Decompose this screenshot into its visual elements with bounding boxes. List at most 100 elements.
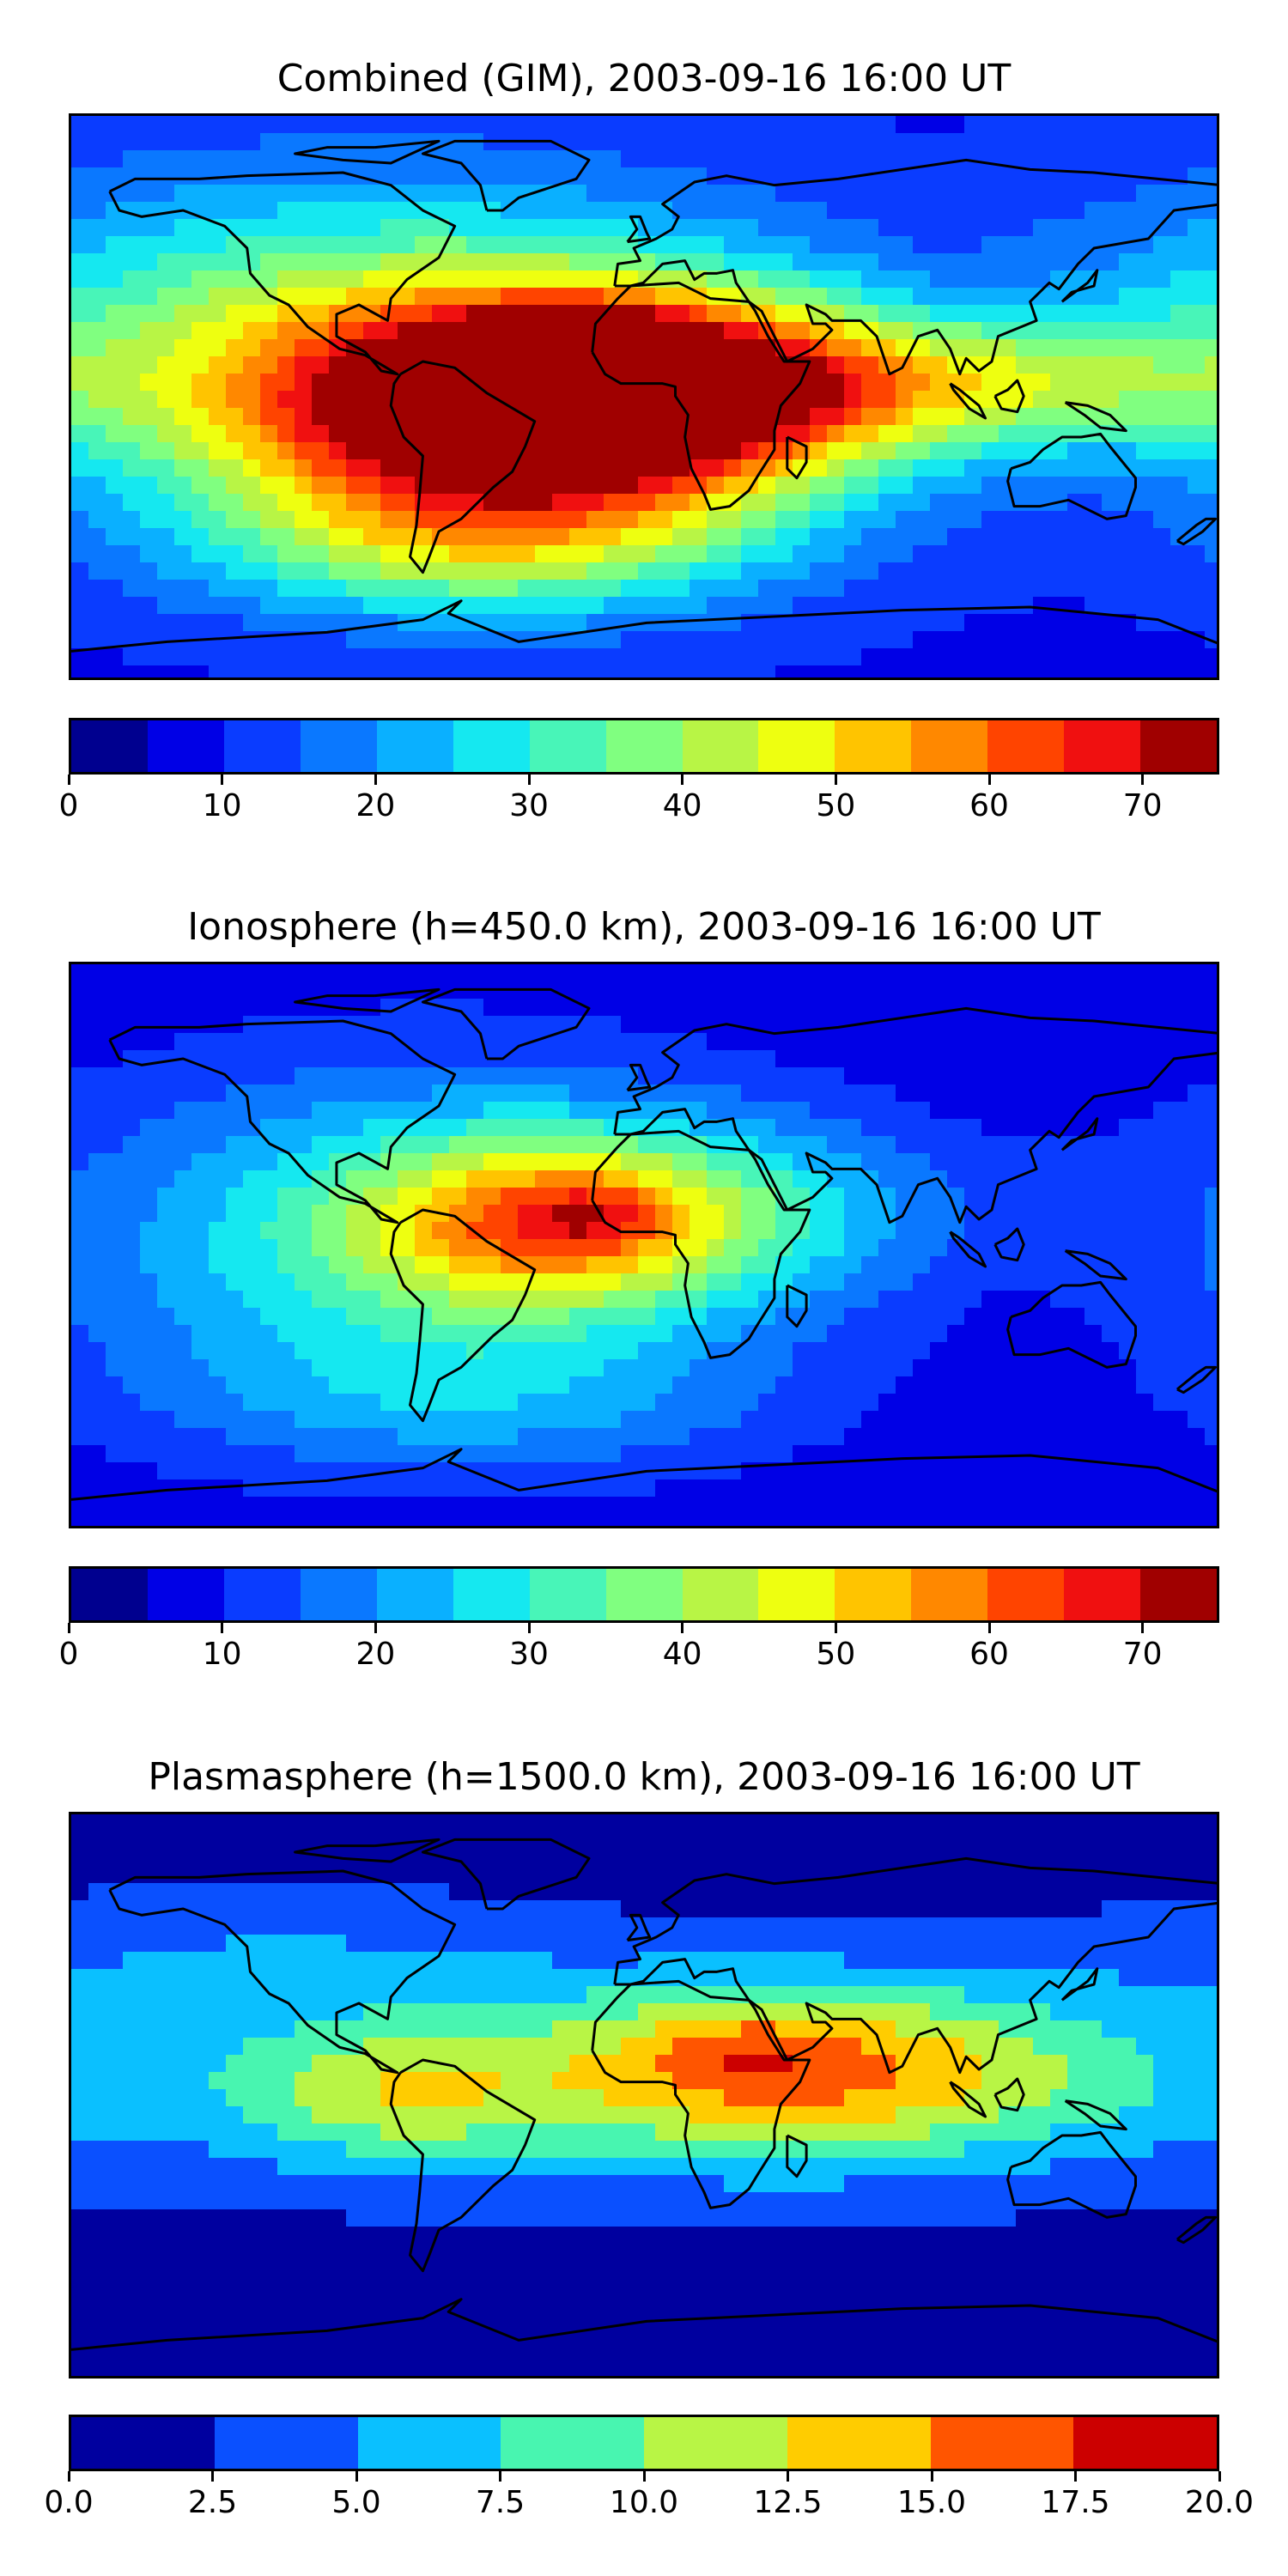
heatmap-cell bbox=[380, 1849, 398, 1867]
heatmap-cell bbox=[621, 1016, 639, 1034]
heatmap-cell bbox=[209, 511, 227, 529]
heatmap-cell bbox=[483, 1342, 501, 1360]
heatmap-cell bbox=[775, 1359, 793, 1377]
heatmap-cell bbox=[810, 648, 828, 666]
heatmap-cell bbox=[243, 116, 261, 134]
heatmap-cell bbox=[896, 648, 914, 666]
heatmap-cell bbox=[140, 597, 158, 615]
heatmap-cell bbox=[810, 528, 828, 546]
heatmap-cell bbox=[295, 1308, 313, 1326]
heatmap-cell bbox=[243, 1170, 261, 1188]
heatmap-cell bbox=[71, 964, 89, 982]
heatmap-cell bbox=[312, 1445, 330, 1463]
heatmap-cell bbox=[1136, 1050, 1154, 1068]
heatmap-cell bbox=[191, 167, 210, 185]
heatmap-cell bbox=[913, 270, 931, 289]
heatmap-cell bbox=[174, 1188, 192, 1206]
heatmap-cell bbox=[1067, 1411, 1085, 1429]
heatmap-cell bbox=[1205, 1883, 1217, 1901]
heatmap-cell bbox=[604, 1883, 622, 1901]
heatmap-cell bbox=[123, 150, 141, 168]
heatmap-cell bbox=[1033, 1479, 1051, 1498]
heatmap-cell bbox=[981, 288, 999, 306]
heatmap-cell bbox=[226, 1342, 244, 1360]
heatmap-cell bbox=[552, 1291, 570, 1309]
heatmap-cell bbox=[415, 425, 433, 443]
heatmap-cell bbox=[380, 1866, 398, 1884]
heatmap-cell bbox=[913, 1325, 931, 1343]
heatmap-cell bbox=[1033, 425, 1051, 443]
heatmap-cell bbox=[380, 1514, 398, 1526]
heatmap-cell bbox=[896, 999, 914, 1017]
heatmap-cell bbox=[690, 999, 708, 1017]
heatmap-cell bbox=[655, 1050, 673, 1068]
heatmap-cell bbox=[964, 253, 982, 271]
heatmap-cell bbox=[1188, 1222, 1206, 1240]
heatmap-cell bbox=[930, 339, 948, 357]
heatmap-cell bbox=[277, 1067, 295, 1085]
heatmap-cell bbox=[1102, 150, 1120, 168]
heatmap-cell bbox=[1050, 219, 1068, 237]
heatmap-cell bbox=[604, 442, 622, 460]
heatmap-cell bbox=[535, 631, 553, 649]
heatmap-cell bbox=[638, 1291, 656, 1309]
heatmap-cell bbox=[226, 1428, 244, 1446]
heatmap-cell bbox=[964, 1016, 982, 1034]
heatmap-cell bbox=[793, 1239, 811, 1257]
heatmap-cell bbox=[329, 1050, 347, 1068]
heatmap-cell bbox=[518, 1084, 536, 1103]
heatmap-cell bbox=[295, 614, 313, 632]
heatmap-cell bbox=[930, 1016, 948, 1034]
heatmap-cell bbox=[844, 1033, 862, 1051]
heatmap-cell bbox=[707, 322, 725, 340]
heatmap-cell bbox=[312, 1514, 330, 1526]
heatmap-cell bbox=[1153, 580, 1171, 598]
colorbar-tick bbox=[987, 1623, 991, 1633]
heatmap-cell bbox=[174, 1102, 192, 1120]
heatmap-cell bbox=[707, 562, 725, 580]
heatmap-cell bbox=[844, 1273, 862, 1291]
heatmap-cell bbox=[415, 305, 433, 323]
heatmap-cell bbox=[1016, 425, 1034, 443]
heatmap-cell bbox=[398, 425, 416, 443]
heatmap-cell bbox=[432, 1084, 450, 1103]
heatmap-cell bbox=[226, 1917, 244, 1935]
heatmap-cell bbox=[1016, 1084, 1034, 1103]
heatmap-cell bbox=[913, 1445, 931, 1463]
heatmap-cell bbox=[964, 665, 982, 677]
heatmap-cell bbox=[724, 1462, 742, 1480]
heatmap-cell bbox=[690, 408, 708, 426]
heatmap-cell bbox=[1067, 150, 1085, 168]
heatmap-cell bbox=[123, 1376, 141, 1394]
heatmap-cell bbox=[930, 185, 948, 203]
heatmap-cell bbox=[243, 1308, 261, 1326]
heatmap-cell bbox=[260, 999, 278, 1017]
heatmap-cell bbox=[999, 1359, 1017, 1377]
heatmap-cell bbox=[1170, 1239, 1188, 1257]
heatmap-cell bbox=[174, 116, 192, 134]
heatmap-cell bbox=[672, 1814, 690, 1832]
heatmap-cell bbox=[690, 1917, 708, 1935]
heatmap-cell bbox=[295, 442, 313, 460]
heatmap-cell bbox=[1153, 1411, 1171, 1429]
heatmap-cell bbox=[140, 185, 158, 203]
heatmap-cell bbox=[518, 494, 536, 512]
heatmap-cell bbox=[1033, 1136, 1051, 1154]
heatmap-cell bbox=[174, 1033, 192, 1051]
heatmap-cell bbox=[1033, 1308, 1051, 1326]
heatmap-cell bbox=[741, 964, 759, 982]
heatmap-cell bbox=[260, 1849, 278, 1867]
heatmap-cell bbox=[483, 580, 501, 598]
heatmap-cell bbox=[724, 253, 742, 271]
heatmap-cell bbox=[586, 408, 605, 426]
heatmap-cell bbox=[535, 356, 553, 374]
heatmap-cell bbox=[243, 545, 261, 563]
heatmap-cell bbox=[913, 665, 931, 677]
heatmap-cell bbox=[569, 219, 587, 237]
colorbar-segment bbox=[71, 720, 148, 772]
heatmap-cell bbox=[1136, 219, 1154, 237]
heatmap-cell bbox=[312, 374, 330, 392]
heatmap-cell bbox=[775, 631, 793, 649]
heatmap-cell bbox=[191, 1514, 210, 1526]
heatmap-cell bbox=[226, 477, 244, 495]
